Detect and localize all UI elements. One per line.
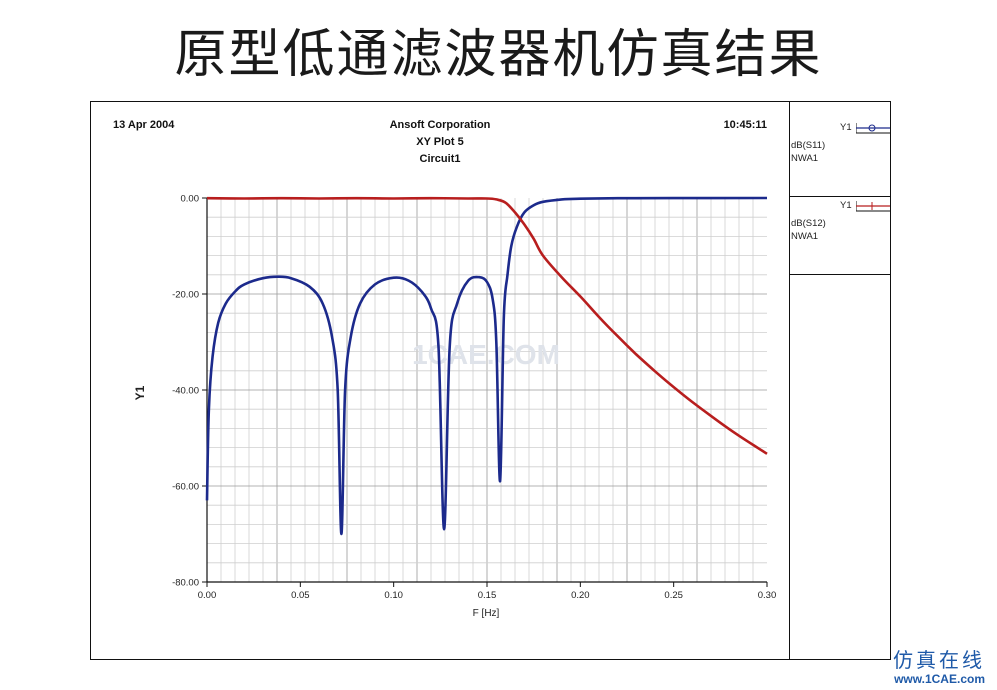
legend-trace-name: dB(S11) xyxy=(791,140,826,151)
series-layer xyxy=(205,196,768,536)
x-tick-label: 0.10 xyxy=(384,590,403,601)
chart-canvas: 1CAE.COM 0.00 0.05 0.10 0.15 0.20 0.25 0.300.0… xyxy=(133,194,776,620)
y-tick-label: -20.00 xyxy=(172,290,199,301)
legend-swatch xyxy=(856,201,890,212)
x-axis-label: F [Hz] xyxy=(473,608,500,619)
x-tick-label: 0.25 xyxy=(664,590,683,601)
y-axis-label: Y1 xyxy=(133,385,147,400)
series-line-db-s11- xyxy=(205,196,768,536)
footer-url: www.1CAE.com xyxy=(894,672,985,686)
slide-title: 原型低通滤波器机仿真结果 xyxy=(174,25,823,85)
x-tick-label: 0.05 xyxy=(291,590,310,601)
x-tick-label: 0.30 xyxy=(758,590,777,601)
plot-time: 10:45:11 xyxy=(723,119,767,131)
x-tick-label: 0.15 xyxy=(478,590,497,601)
y-tick-label: -60.00 xyxy=(172,482,199,493)
footer-text-cn: 仿真在线 xyxy=(893,648,985,672)
legend-sweep-name: NWA1 xyxy=(791,231,819,242)
series-line-db-s12- xyxy=(206,196,768,455)
legend-sweep-name: NWA1 xyxy=(791,153,819,164)
y-tick-label: -80.00 xyxy=(172,578,199,589)
plot-circuit: Circuit1 xyxy=(419,153,461,165)
legend-panel: Y1 dB(S11) NWA1 Y1 dB(S12) NWA1 xyxy=(790,101,891,660)
plot-company: Ansoft Corporation xyxy=(389,119,491,131)
legend-axis-label: Y1 xyxy=(840,122,852,133)
watermark-text: 1CAE.COM xyxy=(412,339,560,370)
plot-name: XY Plot 5 xyxy=(416,136,464,148)
footer-watermark: 仿真在线 www.1CAE.com xyxy=(893,648,985,686)
grid-layer xyxy=(207,198,767,582)
x-tick-label: 0.00 xyxy=(198,590,217,601)
legend-separator xyxy=(790,196,890,197)
y-tick-label: -40.00 xyxy=(172,386,199,397)
legend-swatch xyxy=(856,123,890,134)
legend-trace-name: dB(S12) xyxy=(791,218,826,229)
legend-separator xyxy=(790,274,890,275)
y-tick-label: 0.00 xyxy=(181,194,200,205)
plot-panel: 13 Apr 2004 10:45:11 Ansoft Corporation … xyxy=(90,101,790,660)
plot-date: 13 Apr 2004 xyxy=(113,119,175,131)
axis-layer: 0.00 0.05 0.10 0.15 0.20 0.25 0.30 0.00 -20.00 -4… xyxy=(172,194,776,602)
legend-axis-label: Y1 xyxy=(840,200,852,211)
x-tick-label: 0.20 xyxy=(571,590,590,601)
